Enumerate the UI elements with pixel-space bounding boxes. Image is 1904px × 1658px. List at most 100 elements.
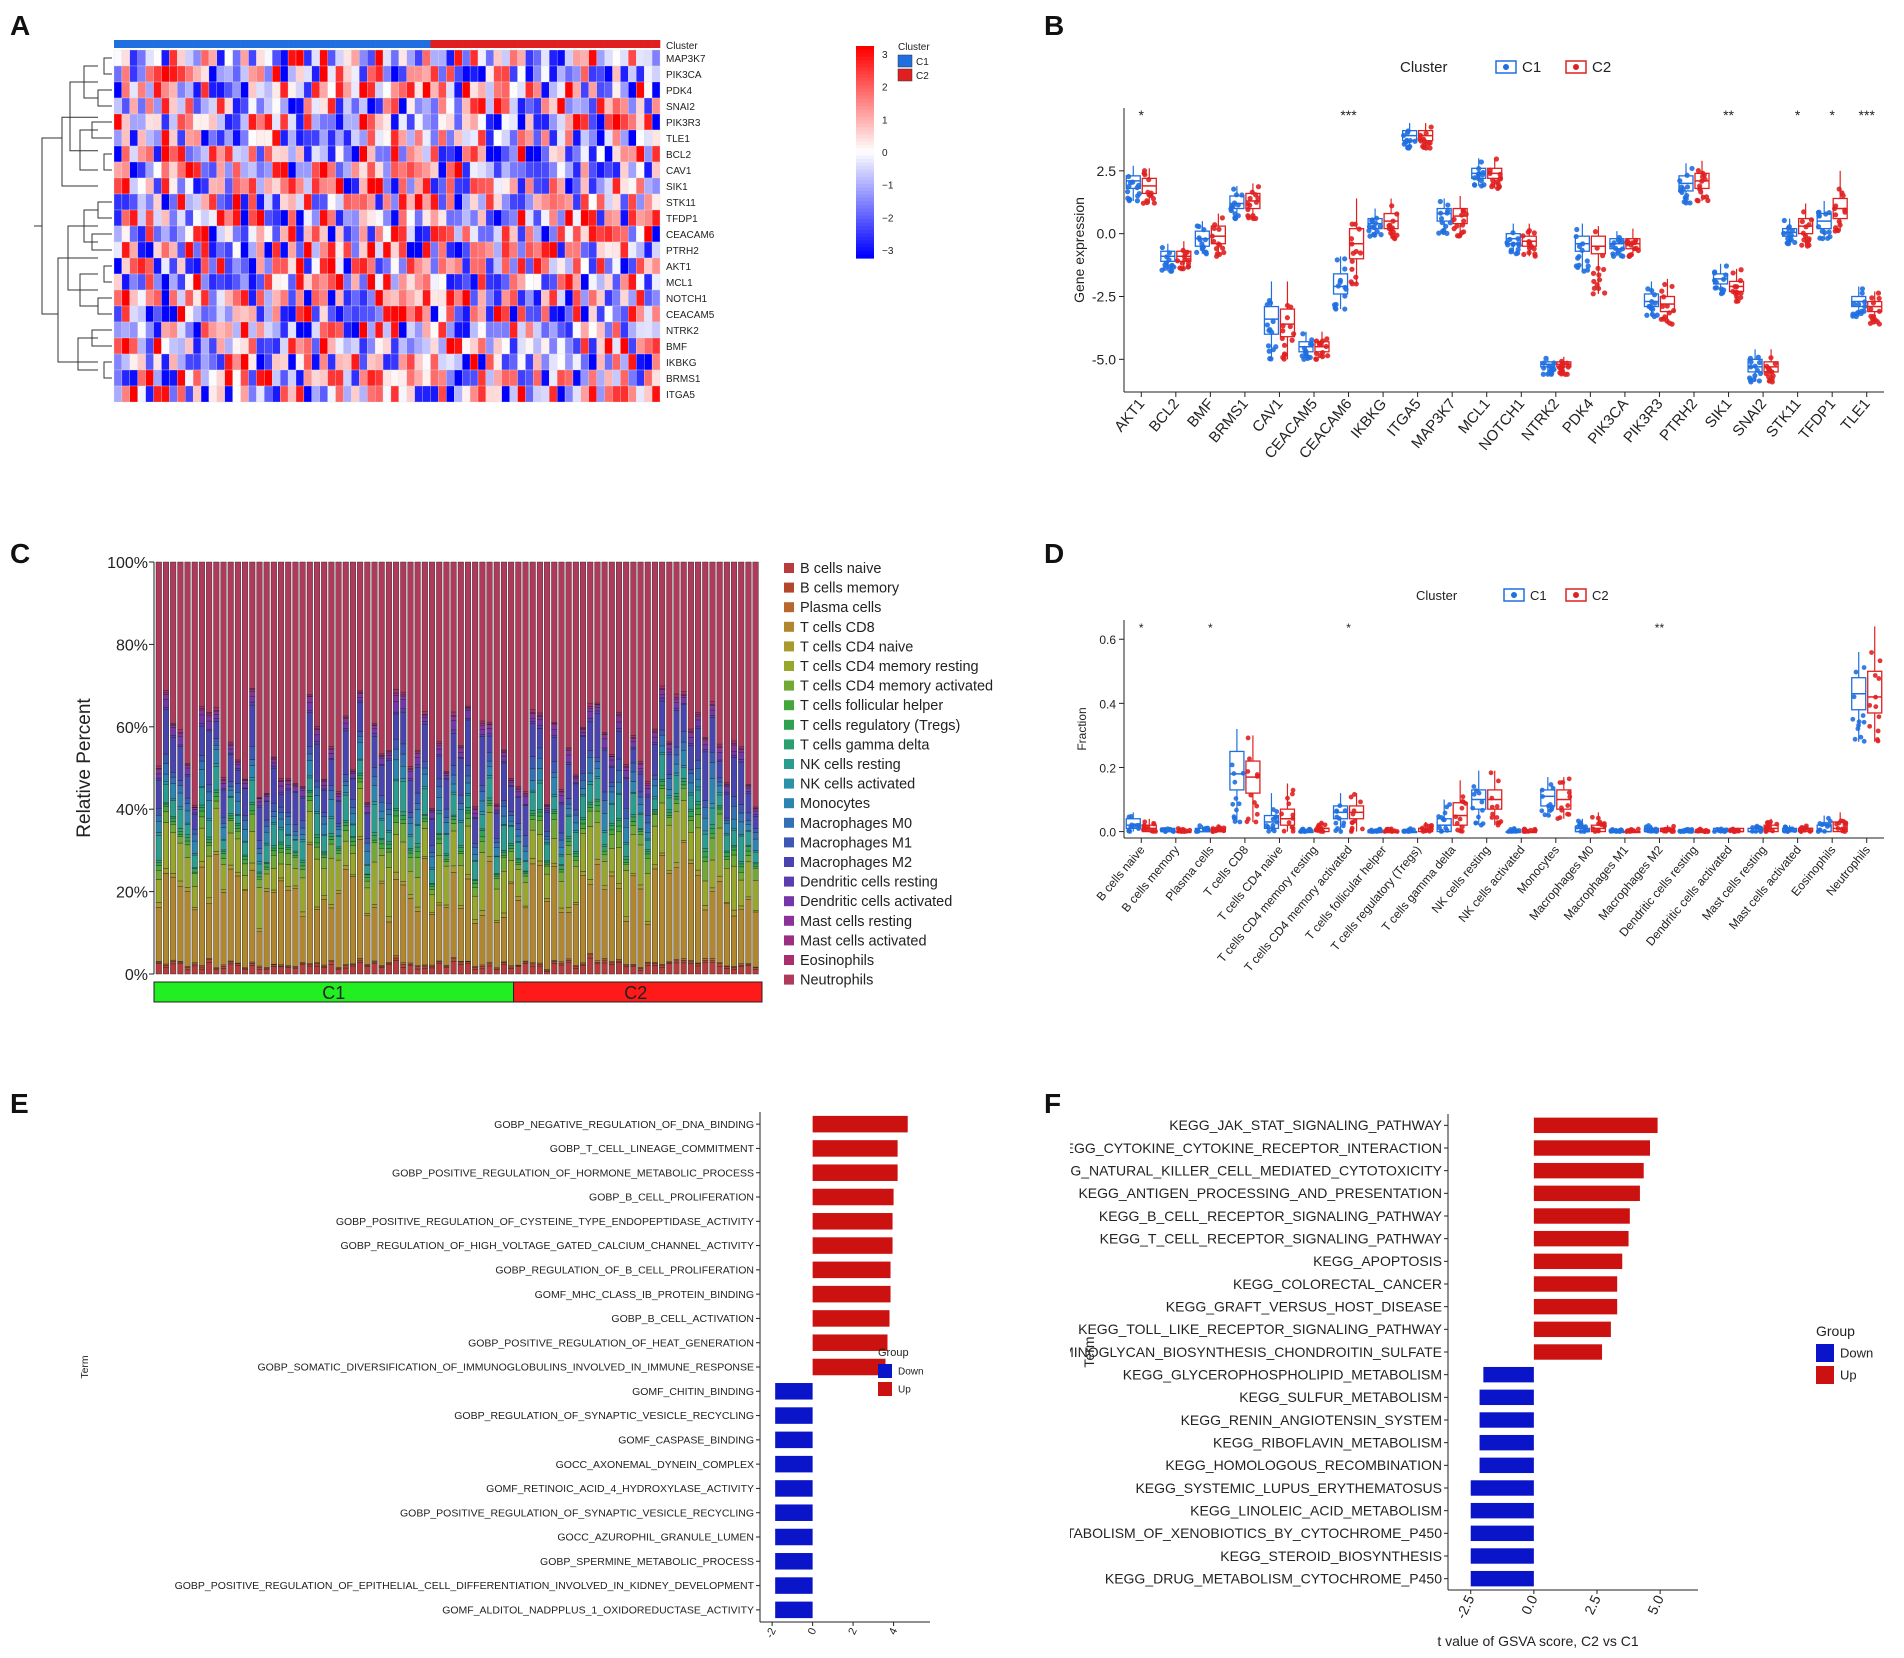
stacked-segment <box>285 849 292 854</box>
heatmap-cell <box>240 193 249 211</box>
point-c1 <box>1334 809 1340 814</box>
heatmap-cell <box>462 321 471 339</box>
point-c1 <box>1438 215 1445 222</box>
stacked-segment <box>594 778 601 800</box>
heatmap-cell <box>485 193 494 211</box>
legend-label: T cells CD4 naive <box>800 639 913 655</box>
heatmap-cell <box>319 353 328 371</box>
heatmap-cell <box>612 337 621 355</box>
stacked-segment <box>536 834 543 862</box>
heatmap-cell <box>113 257 123 275</box>
stacked-segment <box>637 829 644 832</box>
heatmap-cell <box>493 161 502 179</box>
stacked-segment <box>227 818 234 821</box>
heatmap-cell <box>588 385 597 403</box>
heatmap-cell <box>612 49 621 67</box>
heatmap-cell <box>612 145 621 163</box>
stacked-segment <box>213 969 220 975</box>
heatmap-cell <box>604 97 613 115</box>
heatmap-cell <box>272 257 281 275</box>
heatmap-cell <box>604 241 613 259</box>
heatmap-cell <box>406 353 415 371</box>
stacked-segment <box>709 709 716 716</box>
heatmap-cell <box>493 225 502 243</box>
point-c2 <box>1254 811 1260 817</box>
point-c2 <box>1876 321 1882 327</box>
stacked-segment <box>551 794 558 797</box>
point-c1 <box>1197 823 1203 829</box>
stacked-segment <box>393 957 400 961</box>
heatmap-cell <box>287 289 297 307</box>
heatmap-cell <box>192 65 202 83</box>
stacked-segment <box>615 962 622 975</box>
stacked-segment <box>170 783 177 800</box>
point-c1 <box>1127 829 1133 834</box>
heatmap-cell <box>398 113 407 131</box>
stacked-segment <box>594 864 601 961</box>
stacked-segment <box>687 730 694 733</box>
cluster-annotation-cell <box>327 40 336 48</box>
stacked-segment <box>673 960 680 964</box>
heatmap-cell <box>169 49 178 67</box>
stacked-segment <box>464 718 471 721</box>
stacked-segment <box>572 904 579 966</box>
heatmap-cell <box>406 177 415 195</box>
heatmap-cell <box>533 385 542 403</box>
heatmap-cell <box>580 257 589 275</box>
heatmap-cell <box>137 193 146 211</box>
heatmap-cell <box>129 161 138 179</box>
stacked-segment <box>615 818 622 821</box>
stacked-segment <box>716 745 723 748</box>
stacked-segment <box>270 822 277 825</box>
stacked-segment <box>249 963 256 966</box>
heatmap-cell <box>485 337 494 355</box>
point-c2 <box>1602 290 1608 296</box>
heatmap-cell <box>177 177 186 195</box>
heatmap-cell <box>208 241 218 259</box>
heatmap-cell <box>596 161 605 179</box>
heatmap-cell <box>382 257 392 275</box>
heatmap-cell <box>153 305 162 323</box>
heatmap-cell <box>398 129 407 147</box>
heatmap-cell <box>335 289 344 307</box>
stacked-segment <box>328 799 335 817</box>
heatmap-cell <box>446 241 455 259</box>
stacked-segment <box>313 734 320 742</box>
heatmap-cell <box>430 305 439 323</box>
heatmap-cell <box>390 321 400 339</box>
stacked-segment <box>731 849 738 856</box>
stacked-segment <box>213 718 220 722</box>
stacked-segment <box>270 765 277 769</box>
stacked-segment-neutrophils <box>615 561 622 713</box>
heatmap-cell <box>390 369 400 387</box>
stacked-segment <box>486 775 493 779</box>
heatmap-cell <box>477 257 487 275</box>
heatmap-cell <box>177 305 186 323</box>
stacked-segment <box>206 962 213 975</box>
stacked-segment <box>306 694 313 697</box>
cluster-annotation-cell <box>446 40 455 48</box>
heatmap-cell <box>604 321 613 339</box>
heatmap-cell <box>644 321 653 339</box>
stacked-segment <box>256 807 263 841</box>
point-c1 <box>1504 240 1510 246</box>
stacked-segment <box>587 717 594 723</box>
stacked-segment <box>536 811 543 817</box>
stacked-segment <box>429 867 436 870</box>
stacked-segment <box>306 844 313 964</box>
stacked-segment <box>321 816 328 825</box>
heatmap-cell <box>382 369 392 387</box>
point-c2 <box>1737 278 1744 284</box>
heatmap-cell <box>620 81 629 99</box>
heatmap-cell <box>533 65 542 83</box>
heatmap-cell <box>224 273 233 291</box>
stacked-segment <box>457 904 464 909</box>
heatmap-cell <box>651 385 661 403</box>
stacked-segment <box>709 717 716 753</box>
heatmap-cell <box>359 225 368 243</box>
heatmap-cell <box>311 65 320 83</box>
heatmap-cell <box>137 129 146 147</box>
heatmap-cell <box>343 49 352 67</box>
heatmap-cell <box>588 49 597 67</box>
stacked-segment <box>313 842 320 848</box>
